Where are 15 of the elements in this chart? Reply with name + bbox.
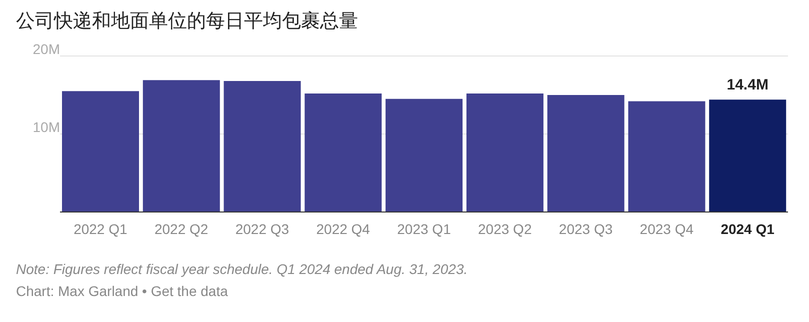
x-tick-label: 2022 Q3 xyxy=(235,221,290,237)
x-tick-label: 2022 Q4 xyxy=(316,221,370,237)
x-tick-label: 2024 Q1 xyxy=(720,221,775,237)
x-tick-label: 2022 Q2 xyxy=(154,221,208,237)
x-tick-label: 2023 Q2 xyxy=(478,221,532,237)
text: Chart: Max Garland • Get the data xyxy=(16,282,229,301)
data-label: 14.4M xyxy=(726,76,768,94)
x-tick-label: 2023 Q3 xyxy=(558,221,613,237)
y-tick-label: 10M xyxy=(32,119,60,135)
x-tick-label: 2022 Q1 xyxy=(74,221,128,237)
y-tick-label: 20M xyxy=(32,41,60,57)
chart-title: 公司快递和地面单位的每日平均包裹总量 xyxy=(16,9,359,34)
text: Note: Figures reflect fiscal year schedule. Q1 2024 ended Aug. 31, 2023. xyxy=(16,260,469,279)
x-tick-label: 2023 Q4 xyxy=(640,221,694,237)
x-tick-label: 2023 Q1 xyxy=(397,221,452,237)
